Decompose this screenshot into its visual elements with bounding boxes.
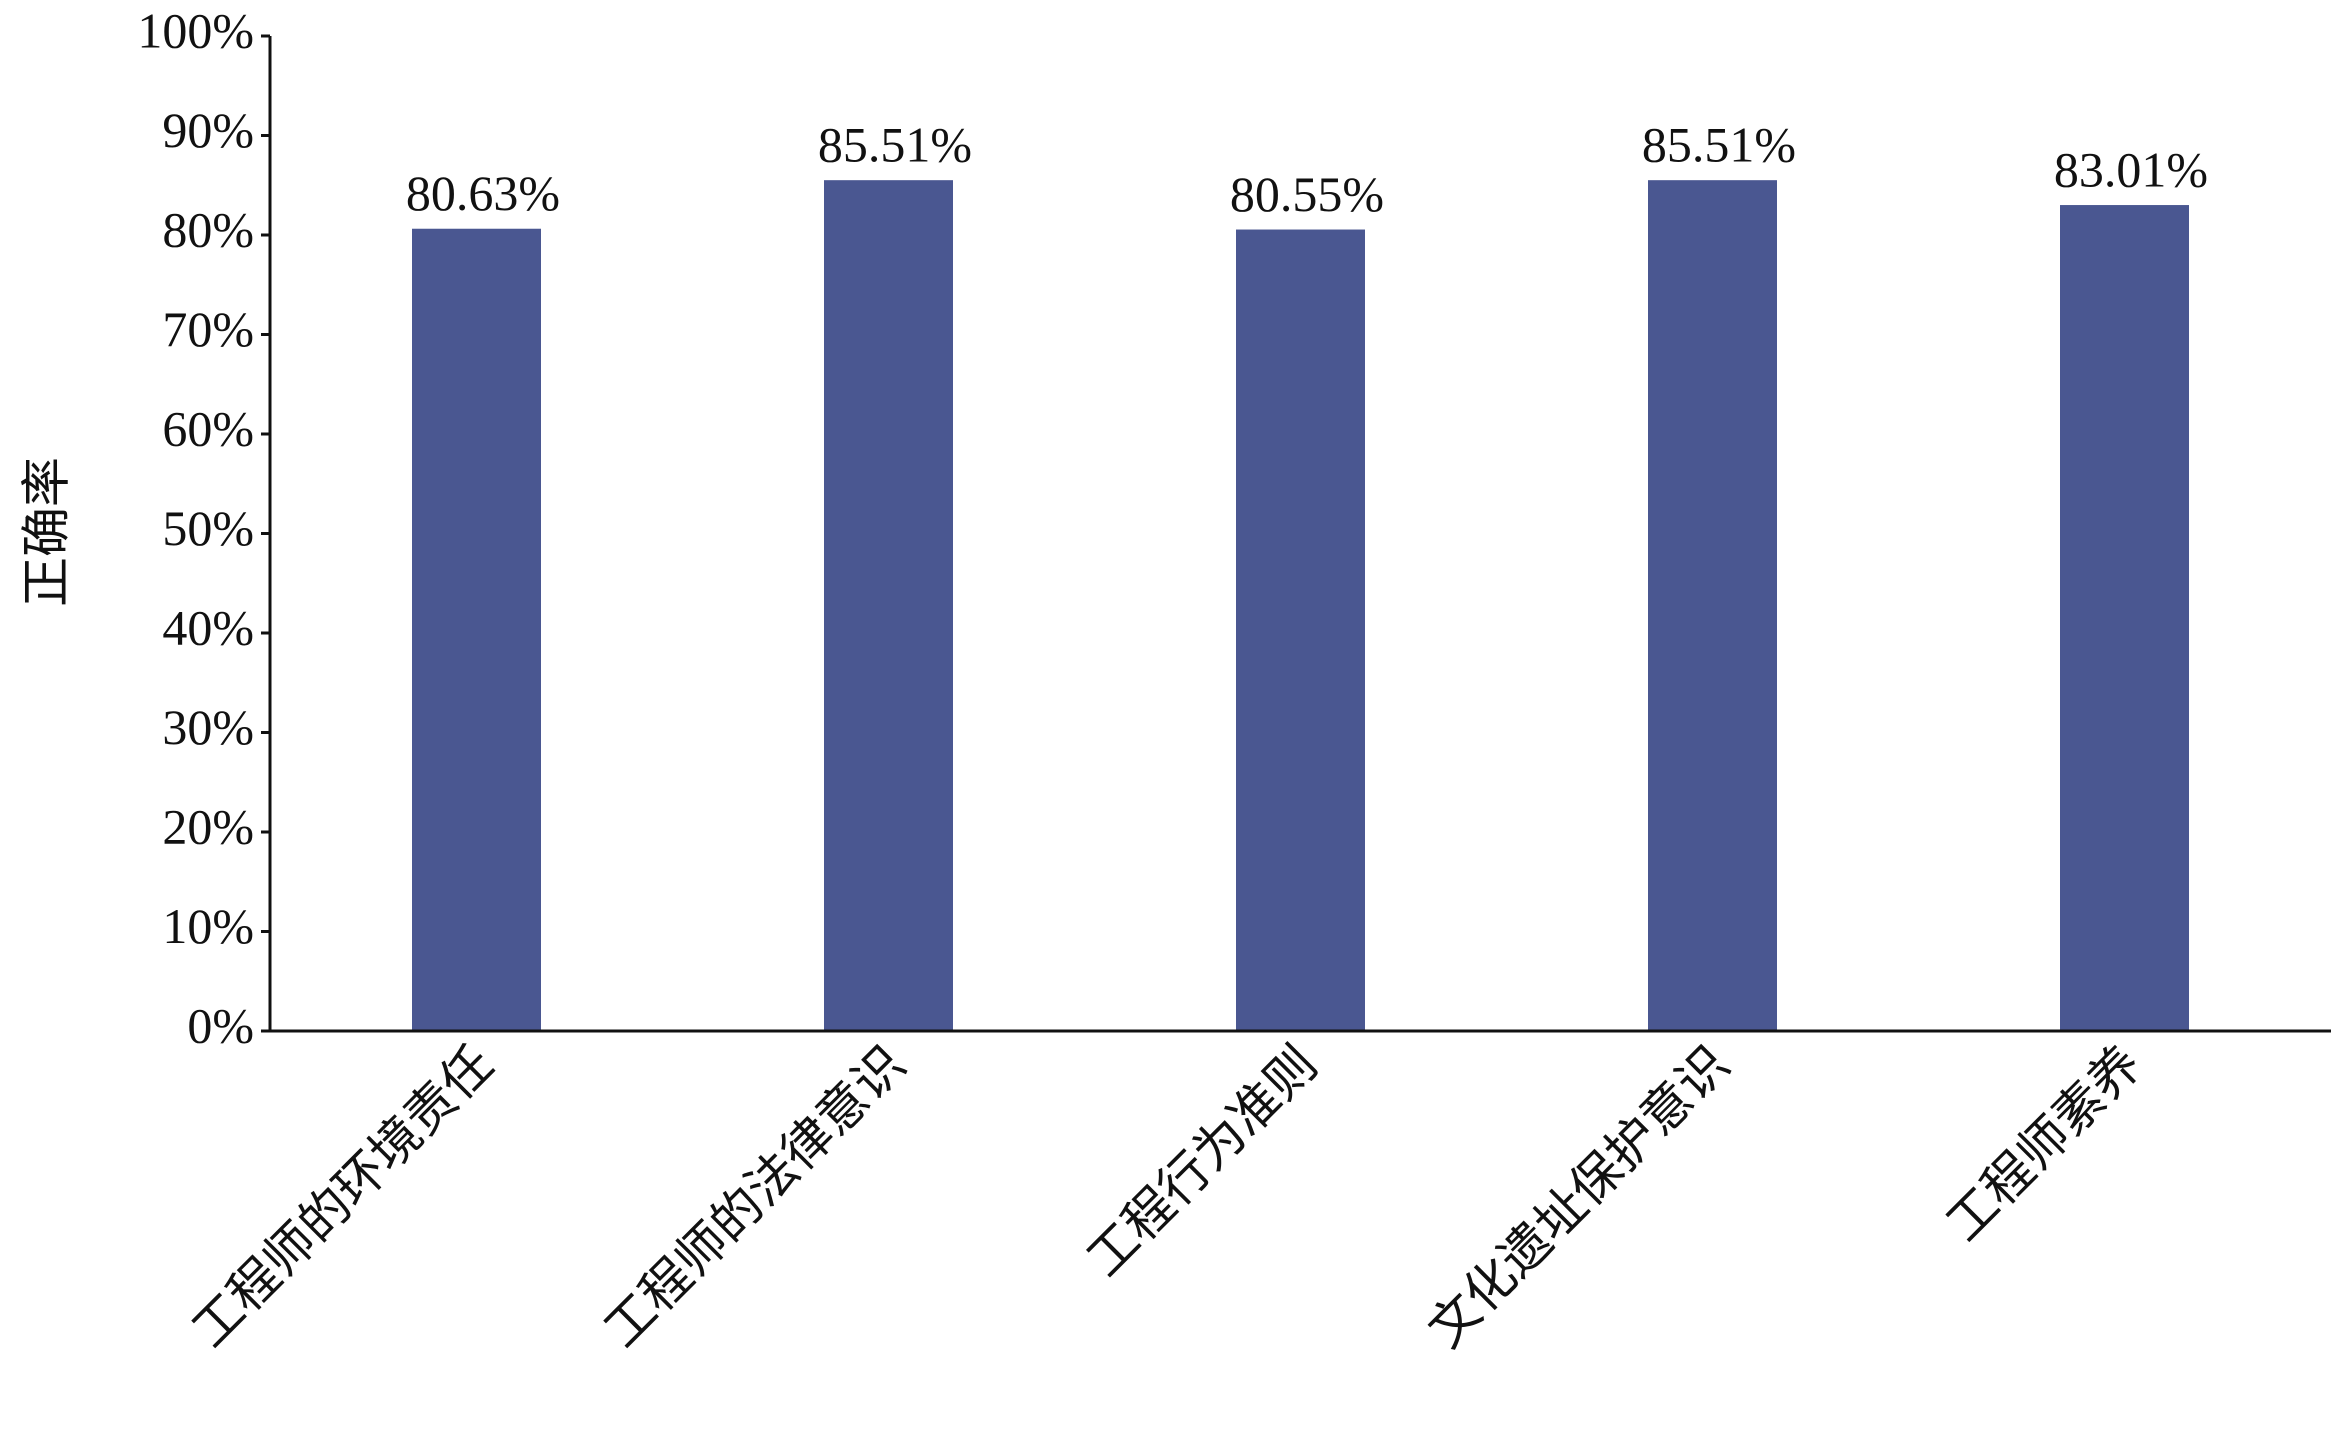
y-tick-label: 80% [162, 201, 254, 257]
y-axis-label: 正确率 [18, 457, 74, 607]
x-tick-label: 工程师的法律意识 [593, 1035, 915, 1357]
y-tick-label: 60% [162, 400, 254, 456]
bar [1236, 229, 1365, 1032]
y-tick-label: 90% [162, 102, 254, 158]
value-label: 85.51% [818, 117, 972, 173]
y-tick-label: 70% [162, 301, 254, 357]
y-tick-label: 50% [162, 500, 254, 556]
y-tick-label: 20% [162, 798, 254, 854]
x-tick-label: 工程行为准则 [1076, 1035, 1328, 1287]
y-tick-label: 0% [187, 997, 254, 1053]
x-tick-label: 工程师素养 [1936, 1035, 2152, 1251]
y-tick-label: 40% [162, 599, 254, 655]
value-label: 80.55% [1230, 166, 1384, 222]
bar [412, 228, 541, 1031]
value-label: 83.01% [2054, 142, 2208, 198]
value-label: 85.51% [1642, 117, 1796, 173]
x-tick-label: 工程师的环境责任 [181, 1035, 503, 1357]
bar [824, 180, 953, 1031]
x-tick-label: 文化遗址保护意识 [1417, 1035, 1739, 1357]
y-tick-label: 10% [162, 898, 254, 954]
y-tick-label: 100% [137, 2, 254, 58]
bar [1648, 180, 1777, 1031]
y-tick-label: 30% [162, 699, 254, 755]
value-label: 80.63% [406, 165, 560, 221]
bar [2060, 205, 2189, 1031]
